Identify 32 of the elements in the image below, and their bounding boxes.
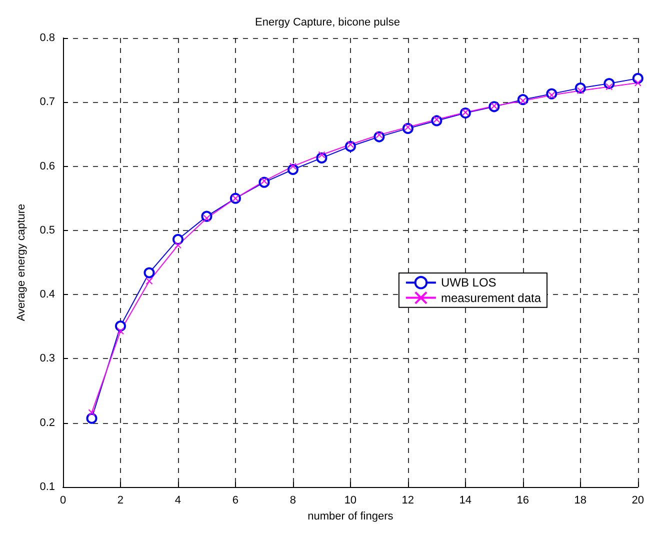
point <box>634 79 642 86</box>
legend-label: measurement data <box>440 290 542 305</box>
x-tick-label: 4 <box>174 494 182 506</box>
x-tick-label: 2 <box>117 494 124 506</box>
x-tick-label: 14 <box>459 494 472 506</box>
point <box>144 267 155 278</box>
x-tick-label: 20 <box>632 494 644 506</box>
y-tick-label: 0.3 <box>40 352 55 365</box>
point <box>172 234 184 245</box>
y-tick-label: 0.4 <box>40 288 55 301</box>
x-tick-label: 16 <box>516 494 530 506</box>
point <box>146 278 153 285</box>
point <box>174 242 182 249</box>
point <box>88 409 96 416</box>
y-tick-label: 0.7 <box>40 96 55 108</box>
point <box>116 328 124 335</box>
point <box>86 412 98 424</box>
x-tick-label: 6 <box>232 494 239 506</box>
y-tick-label: 0.8 <box>40 32 55 44</box>
y-tick-label: 0.1 <box>40 481 55 493</box>
x-tick-label: 8 <box>290 494 296 506</box>
x-tick-label: 18 <box>574 494 587 506</box>
x-tick-label: 10 <box>344 494 357 506</box>
y-tick-label: 0.2 <box>40 416 55 429</box>
y-tick-label: 0.6 <box>40 160 55 172</box>
legend-label: UWB LOS <box>440 276 496 290</box>
x-tick-label: 12 <box>402 494 414 506</box>
y-tick-label: 0.5 <box>40 224 55 236</box>
chart-title: Energy Capture, bicone pulse <box>255 16 400 28</box>
x-tick-label: 0 <box>60 494 66 506</box>
x-axis-title: number of fingers <box>308 510 394 522</box>
y-axis-title: Average energy capture <box>16 204 28 322</box>
